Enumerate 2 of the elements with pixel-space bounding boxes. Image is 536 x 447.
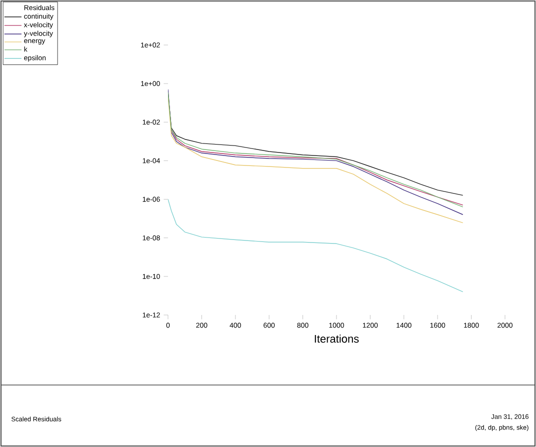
x-axis-title: Iterations	[314, 334, 359, 343]
line-series	[168, 198, 464, 292]
